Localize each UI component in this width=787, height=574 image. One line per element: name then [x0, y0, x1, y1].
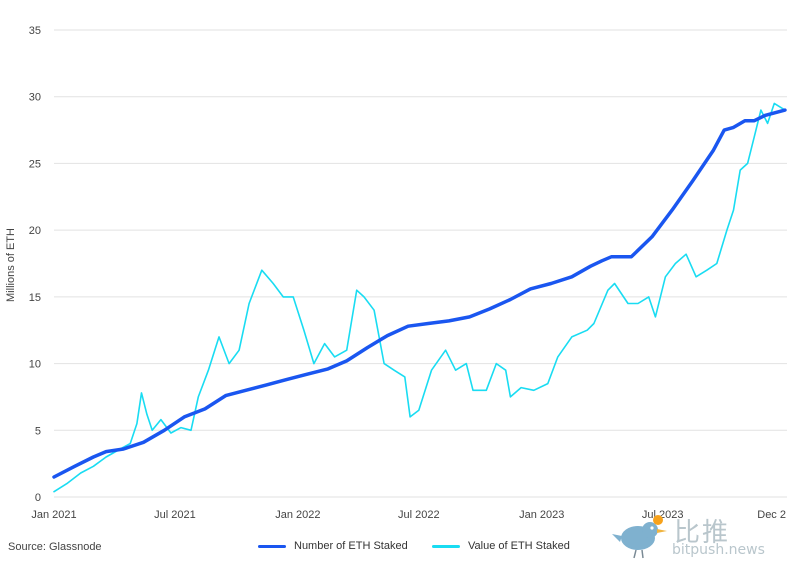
series-lines: [52, 102, 787, 493]
series-line-number-of-eth-staked: [52, 108, 787, 479]
y-axis-label: Millions of ETH: [5, 228, 17, 302]
gridlines: [54, 29, 787, 498]
legend-swatch-number: [258, 544, 286, 548]
y-tick-label: 5: [35, 425, 41, 437]
x-tick-label: Jul 2023: [642, 509, 684, 521]
legend-item-number: Number of ETH Staked: [258, 540, 408, 552]
watermark-cn: 比推: [674, 518, 731, 548]
bird-logo-icon: [612, 515, 667, 559]
x-tick-label: Dec 2: [757, 509, 786, 521]
source-note: Source: Glassnode: [8, 541, 102, 553]
y-tick-label: 25: [29, 158, 41, 170]
x-tick-label: Jul 2021: [154, 509, 196, 521]
legend-label-value: Value of ETH Staked: [468, 540, 570, 552]
series-line-value-of-eth-staked: [53, 102, 786, 493]
y-tick-label: 30: [29, 92, 41, 104]
legend-label-number: Number of ETH Staked: [294, 540, 408, 552]
y-tick-label: 35: [29, 25, 41, 37]
y-tick-label: 15: [29, 292, 41, 304]
x-tick-label: Jan 2021: [31, 509, 76, 521]
y-tick-label: 20: [29, 225, 41, 237]
x-tick-label: Jan 2023: [519, 509, 564, 521]
legend-swatch-value: [432, 544, 460, 548]
y-tick-label: 0: [35, 492, 41, 504]
legend-item-value: Value of ETH Staked: [432, 540, 570, 552]
watermark: 比推 bitpush.news: [612, 512, 782, 562]
y-tick-label: 10: [29, 359, 41, 371]
y-axis-ticks: 0 5 10 15 20 25 30 35: [29, 25, 41, 504]
x-axis-ticks: Jan 2021 Jul 2021 Jan 2022 Jul 2022 Jan 2023…: [31, 509, 786, 521]
watermark-en: bitpush.news: [672, 542, 765, 558]
x-tick-label: Jan 2022: [275, 509, 320, 521]
x-tick-label: Jul 2022: [398, 509, 440, 521]
